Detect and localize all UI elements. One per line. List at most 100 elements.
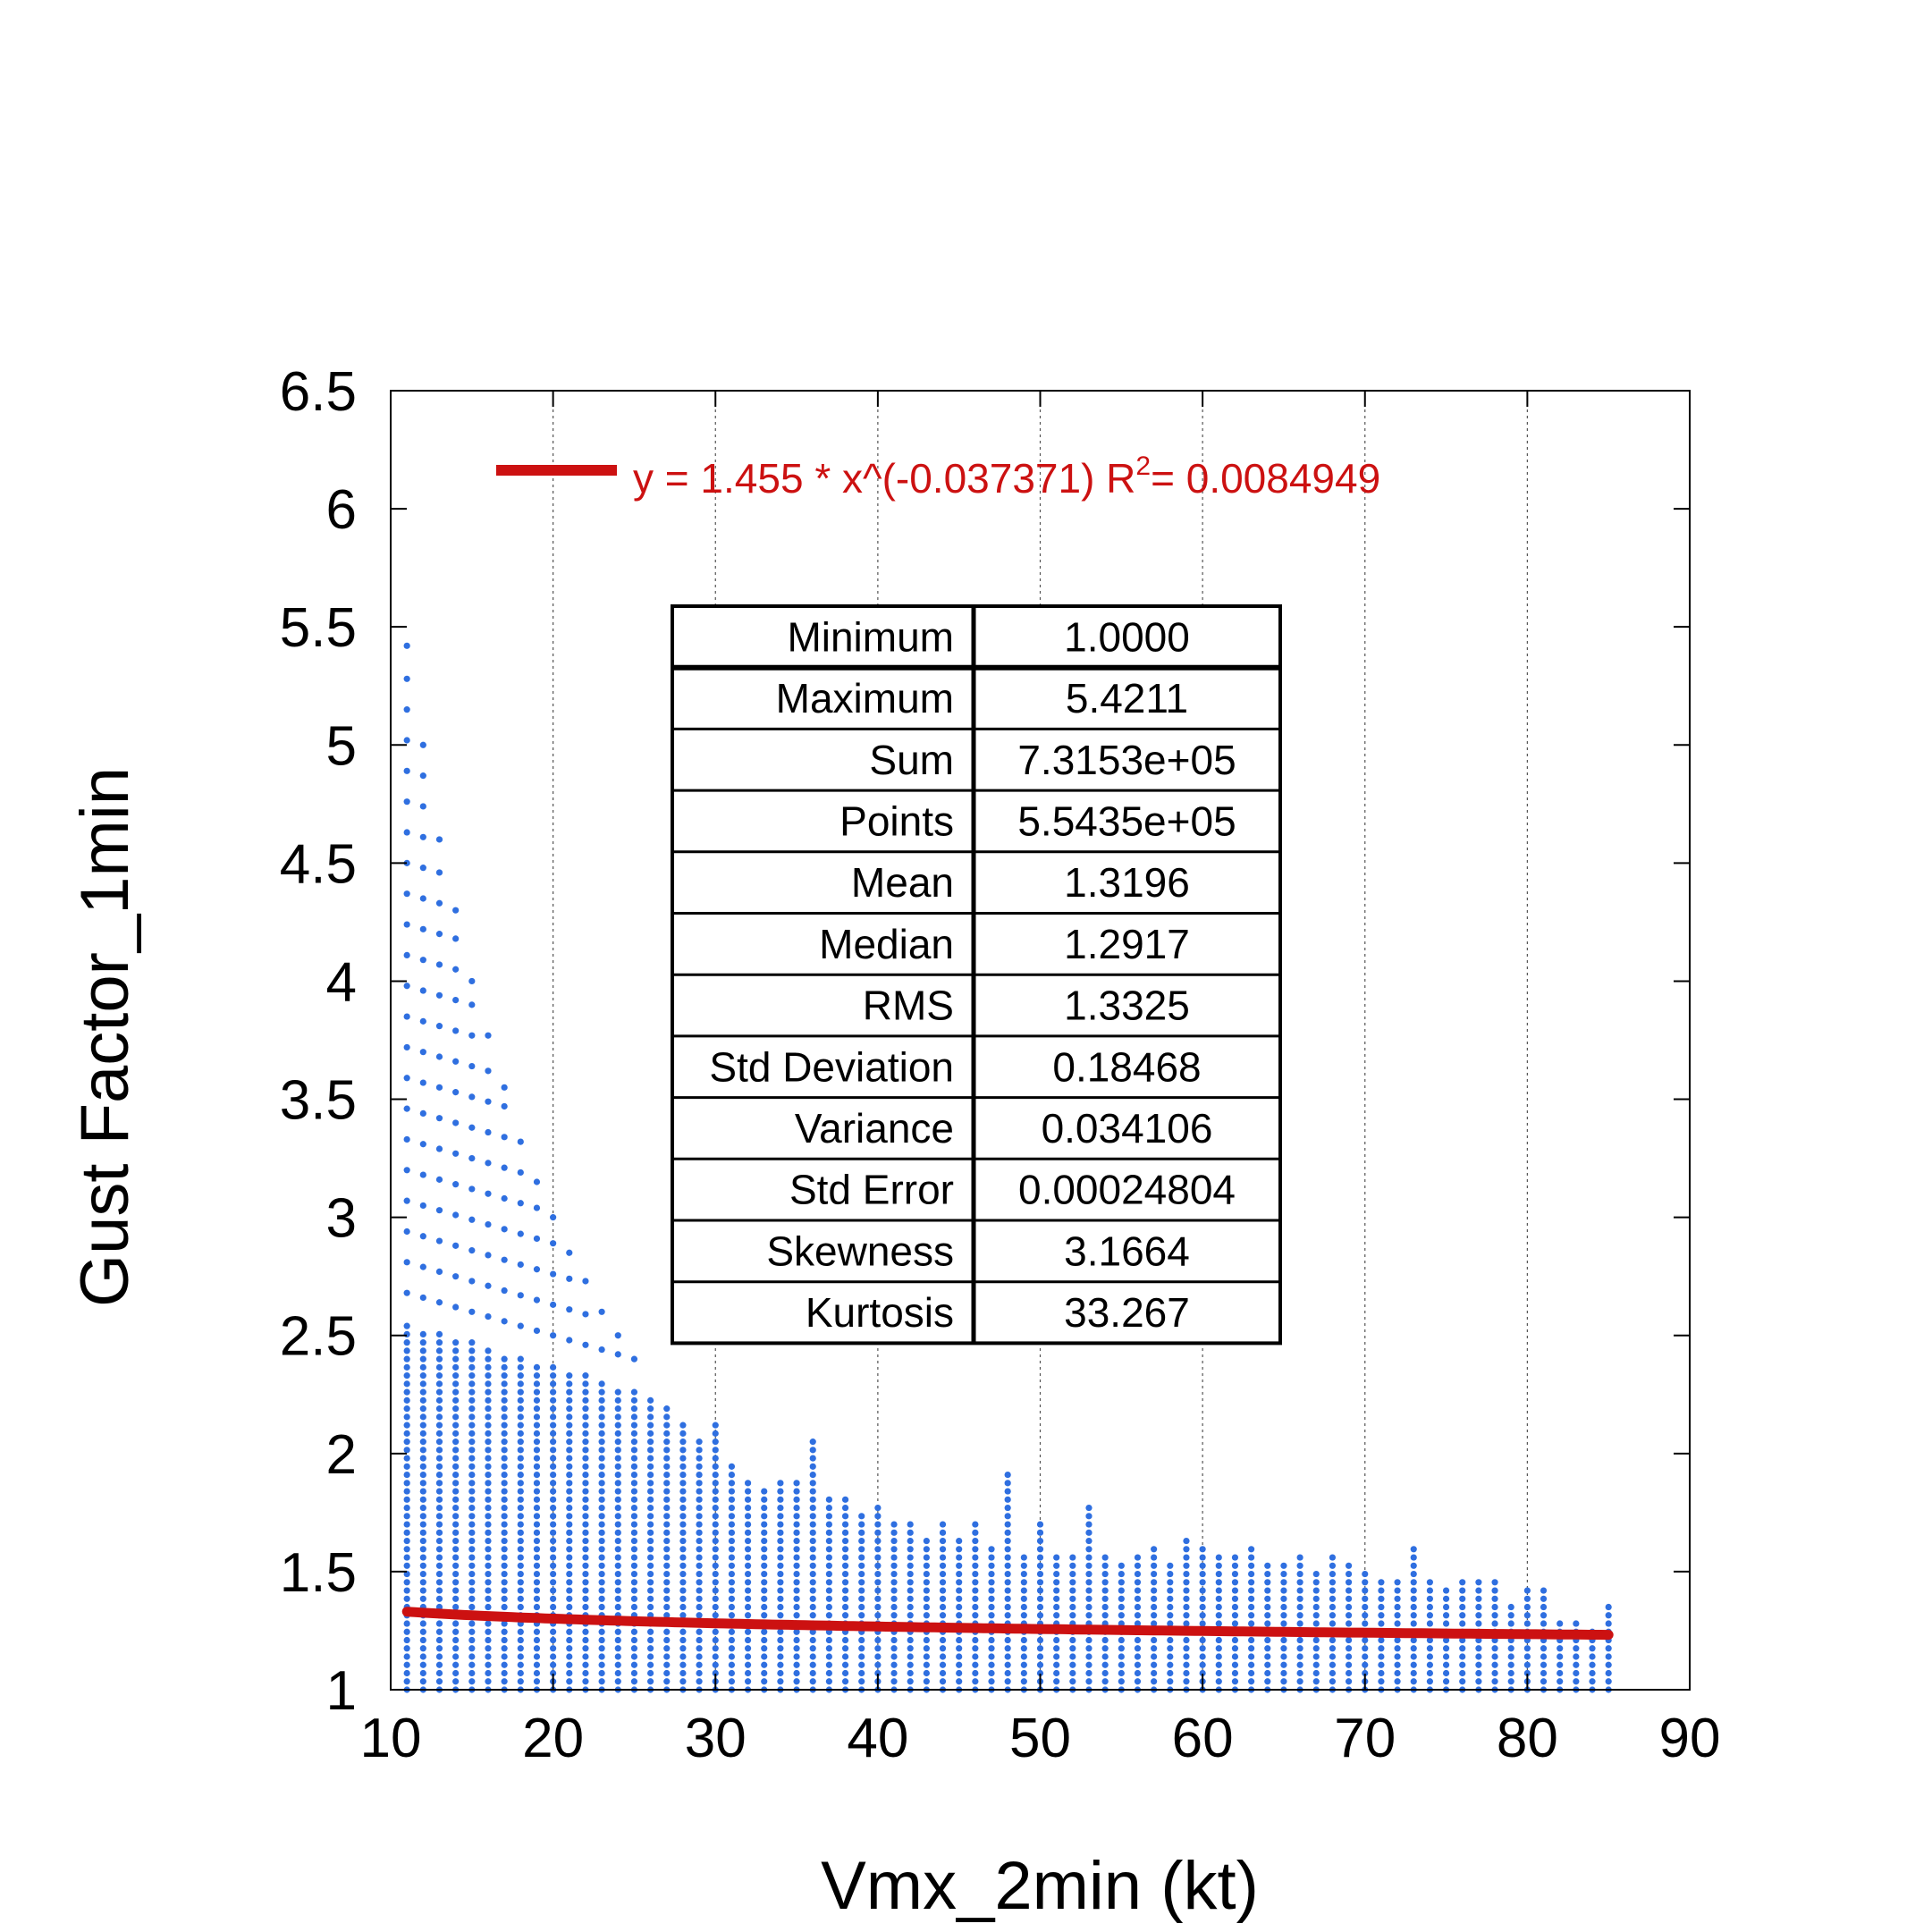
data-point xyxy=(1540,1661,1548,1668)
data-point xyxy=(1557,1620,1564,1627)
data-point xyxy=(1069,1587,1076,1594)
data-point xyxy=(468,1422,476,1429)
data-point xyxy=(1199,1661,1206,1668)
data-point xyxy=(761,1595,768,1602)
data-point xyxy=(988,1595,995,1602)
data-point xyxy=(403,1363,410,1371)
data-point xyxy=(1069,1636,1076,1644)
data-point xyxy=(403,1513,410,1520)
data-point xyxy=(485,1579,492,1586)
data-point xyxy=(1459,1579,1466,1586)
data-point xyxy=(468,1438,476,1446)
data-point xyxy=(1378,1661,1385,1668)
data-point xyxy=(696,1628,703,1635)
data-point xyxy=(517,1372,524,1379)
data-point xyxy=(468,977,476,985)
data-point xyxy=(956,1603,963,1611)
data-point xyxy=(435,1237,443,1244)
data-point xyxy=(533,1438,541,1446)
data-point xyxy=(744,1678,752,1685)
data-point xyxy=(647,1628,654,1635)
data-point xyxy=(582,1678,589,1685)
data-point xyxy=(663,1636,671,1644)
data-point xyxy=(841,1603,849,1611)
data-point xyxy=(582,1380,589,1388)
data-point xyxy=(452,1396,460,1404)
data-point xyxy=(744,1603,752,1611)
data-point xyxy=(533,1327,541,1335)
data-point xyxy=(1491,1579,1498,1586)
data-point xyxy=(566,1570,573,1578)
data-point xyxy=(582,1669,589,1677)
data-point xyxy=(972,1612,979,1619)
data-point xyxy=(533,1546,541,1553)
data-point xyxy=(485,1504,492,1512)
data-point xyxy=(679,1570,687,1578)
data-point xyxy=(533,1529,541,1536)
data-point xyxy=(696,1537,703,1545)
data-point xyxy=(435,931,443,938)
data-point xyxy=(988,1678,995,1685)
data-point xyxy=(1004,1488,1011,1495)
data-point xyxy=(1475,1669,1482,1677)
data-point xyxy=(890,1570,898,1578)
data-point xyxy=(1345,1595,1353,1602)
data-point xyxy=(550,1463,557,1470)
data-point xyxy=(1004,1529,1011,1536)
data-point xyxy=(566,1447,573,1454)
data-point xyxy=(777,1537,784,1545)
data-point xyxy=(630,1661,638,1668)
data-point xyxy=(1296,1612,1303,1619)
data-point xyxy=(485,1471,492,1479)
data-point xyxy=(485,1537,492,1545)
data-point xyxy=(598,1513,605,1520)
data-point xyxy=(696,1463,703,1470)
data-point xyxy=(468,1554,476,1561)
data-point xyxy=(550,1546,557,1553)
data-point xyxy=(435,1504,443,1512)
data-point xyxy=(923,1595,930,1602)
data-point xyxy=(972,1645,979,1652)
data-point xyxy=(403,1372,410,1379)
data-point xyxy=(598,1496,605,1503)
data-point xyxy=(712,1636,719,1644)
data-point xyxy=(647,1447,654,1454)
data-point xyxy=(435,1347,443,1354)
data-point xyxy=(1557,1653,1564,1660)
data-point xyxy=(663,1496,671,1503)
data-point xyxy=(403,1347,410,1354)
data-point xyxy=(647,1430,654,1437)
data-point xyxy=(550,1669,557,1677)
data-point xyxy=(435,1537,443,1545)
data-point xyxy=(517,1513,524,1520)
data-point xyxy=(501,1318,508,1325)
data-point xyxy=(1507,1678,1514,1685)
data-point xyxy=(1215,1579,1222,1586)
data-point xyxy=(874,1645,882,1652)
data-point xyxy=(1605,1661,1612,1668)
data-point xyxy=(614,1529,621,1536)
data-point xyxy=(907,1570,914,1578)
data-point xyxy=(582,1587,589,1594)
data-point xyxy=(419,1372,426,1379)
data-point xyxy=(712,1438,719,1446)
data-point xyxy=(419,1480,426,1487)
data-point xyxy=(419,1396,426,1404)
data-point xyxy=(1345,1612,1353,1619)
data-point xyxy=(468,1355,476,1363)
data-point xyxy=(1004,1595,1011,1602)
data-point xyxy=(582,1311,589,1318)
data-point xyxy=(1426,1661,1433,1668)
data-point xyxy=(630,1570,638,1578)
data-point xyxy=(517,1678,524,1685)
data-point xyxy=(956,1653,963,1660)
data-point xyxy=(403,1013,410,1020)
data-point xyxy=(435,1053,443,1060)
data-point xyxy=(566,1521,573,1528)
data-point xyxy=(419,803,426,810)
y-tick-label: 3 xyxy=(326,1188,357,1250)
data-point xyxy=(1264,1603,1271,1611)
data-point xyxy=(663,1405,671,1413)
data-point xyxy=(1540,1620,1548,1627)
data-point xyxy=(517,1138,524,1145)
